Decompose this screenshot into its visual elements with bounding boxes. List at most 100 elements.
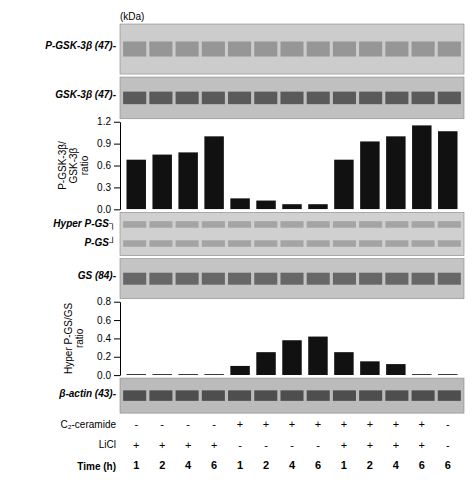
blot-label: P-GS┘: [84, 236, 116, 248]
tick-label: 0.6: [97, 160, 111, 171]
blot-background: [120, 24, 464, 74]
treatment-value: +: [393, 439, 399, 451]
kda-label: (kDa): [120, 11, 144, 22]
bar: [360, 361, 379, 375]
blot-band: [149, 221, 172, 228]
bar: [230, 366, 249, 375]
blot-band: [228, 390, 251, 401]
blot-band: [438, 92, 461, 105]
treatment-value: +: [289, 418, 295, 430]
tick: 0.0: [97, 204, 120, 215]
tick: 0.6: [97, 160, 120, 171]
x-axis-title: Time (h): [77, 461, 116, 472]
blot-band: [385, 221, 408, 228]
tick: 1: [341, 459, 347, 471]
tick: 1.2: [97, 116, 120, 127]
treatment-value: +: [133, 439, 139, 451]
bar: [412, 125, 431, 209]
bar: [126, 160, 145, 210]
tick-label: 1: [341, 459, 347, 471]
blot-band: [359, 92, 382, 105]
figure: (kDa)P-GSK-3β (47)-GSK-3β (47)-0.00.30.6…: [0, 0, 474, 484]
blot: [120, 77, 464, 119]
treatment-value: +: [237, 418, 243, 430]
y-axis: 0.00.20.40.60.8: [97, 296, 120, 380]
blot-band: [202, 390, 225, 401]
bar: [412, 374, 431, 375]
tick-label: 0.0: [97, 370, 111, 381]
blot-band: [254, 240, 277, 247]
blot-band: [202, 273, 225, 285]
tick-label: 0.9: [97, 138, 111, 149]
blot-band: [228, 221, 251, 228]
blot-band: [176, 273, 199, 285]
tick-label: 0.2: [97, 351, 111, 362]
blot-band: [280, 390, 303, 401]
blot: [120, 378, 464, 413]
bar: [308, 204, 327, 209]
blot-band: [333, 42, 356, 57]
blot-band: [280, 42, 303, 57]
bar: [126, 374, 145, 375]
blot-band: [333, 390, 356, 401]
blot-band: [149, 273, 172, 285]
bar: [334, 352, 353, 375]
tick-label: 0.4: [97, 333, 111, 344]
blot-band: [149, 92, 172, 105]
tick-label: 6: [315, 459, 321, 471]
blot-band: [254, 273, 277, 285]
treatment-value: +: [185, 439, 191, 451]
blot-background: [120, 259, 464, 299]
blot: [120, 259, 464, 299]
treatment-value: -: [212, 418, 216, 430]
bar: [438, 131, 457, 209]
bar: [308, 337, 327, 376]
blot-band: [123, 390, 146, 401]
blot-band: [176, 221, 199, 228]
treatment-value: +: [367, 418, 373, 430]
blot-band: [202, 92, 225, 105]
blot-band: [438, 390, 461, 401]
blot-band: [176, 240, 199, 247]
blot-band: [228, 273, 251, 285]
blot-band: [412, 273, 435, 285]
blot-band: [385, 240, 408, 247]
tick-mark: [114, 187, 120, 188]
bar: [152, 155, 171, 210]
blot-band: [280, 240, 303, 247]
treatment-label: LiCl: [99, 439, 116, 450]
tick-label: 6: [211, 459, 217, 471]
blot-band: [176, 92, 199, 105]
treatment-value: +: [341, 418, 347, 430]
blot-band: [412, 240, 435, 247]
treatment-value: -: [316, 439, 320, 451]
blot-band: [359, 240, 382, 247]
treatment-value: +: [315, 418, 321, 430]
treatment-value: -: [238, 439, 242, 451]
treatment-value: -: [290, 439, 294, 451]
blot-band: [359, 390, 382, 401]
blot-band: [202, 240, 225, 247]
y-axis-title: Hyper P-GS/GSratio: [62, 303, 84, 374]
blot-band: [307, 42, 330, 57]
treatment-value: -: [264, 439, 268, 451]
axis-line: [120, 302, 121, 375]
blot-band: [333, 221, 356, 228]
blot-background: [120, 77, 464, 119]
tick: 2: [367, 459, 373, 471]
x-axis: 1246124612466: [133, 459, 451, 471]
tick-label: 0.6: [97, 315, 111, 326]
blot-band: [412, 92, 435, 105]
blot-band: [385, 42, 408, 57]
blot-band: [438, 221, 461, 228]
blot-band: [254, 92, 277, 105]
treatment-value: +: [341, 439, 347, 451]
treatment-value: +: [393, 418, 399, 430]
bar: [386, 136, 405, 209]
blot-band: [228, 240, 251, 247]
tick-mark: [114, 338, 120, 339]
tick-label: 4: [185, 459, 192, 471]
blot-band: [307, 240, 330, 247]
treatment-value: +: [263, 418, 269, 430]
y-axis-title: P-GSK-3β/GSK-3βratio: [57, 141, 90, 190]
